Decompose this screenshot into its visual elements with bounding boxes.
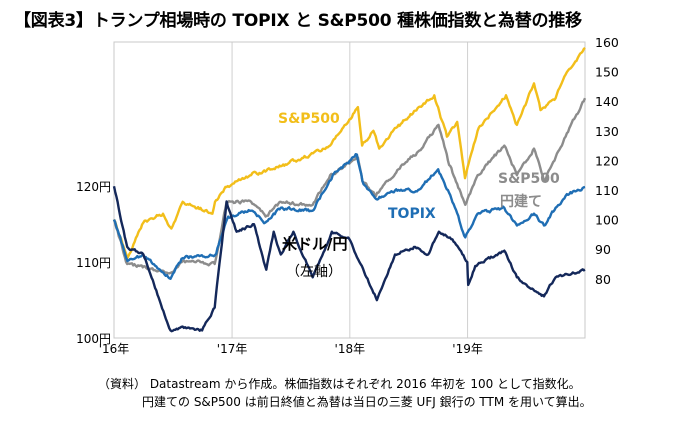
series-label: S&P500 [498, 171, 560, 187]
source-note: （資料） Datastream から作成。株価指数はそれぞれ 2016 年初を … [98, 377, 581, 391]
right-tick-label: 150 [595, 65, 619, 80]
series-label: 円建て [500, 193, 542, 210]
series-line-3 [112, 185, 586, 333]
left-tick-label: 100円 [76, 332, 111, 346]
left-tick-label: 110円 [76, 256, 111, 270]
series-label: 米ドル/円 [282, 235, 347, 253]
series-label: TOPIX [388, 206, 436, 222]
x-tick-label: '19年 [452, 342, 483, 356]
right-tick-label: 80 [595, 272, 611, 287]
chart-title: 【図表3】トランプ相場時の TOPIX と S&P500 種株価指数と為替の推移 [14, 11, 582, 31]
series-line-0 [112, 47, 586, 260]
left-tick-label: 120円 [76, 180, 111, 194]
right-tick-label: 100 [595, 213, 619, 228]
right-tick-label: 140 [595, 94, 619, 109]
right-tick-label: 130 [595, 124, 619, 139]
series-layer [112, 47, 587, 333]
chart-grid [113, 42, 469, 338]
x-axis: '16年 '17年 '18年 '19年 [99, 342, 483, 356]
x-tick-label: '16年 [99, 342, 130, 356]
x-tick-label: '18年 [335, 342, 366, 356]
method-note: 円建ての S&P500 は前日終値と為替は当日の三菱 UFJ 銀行の TTM を… [142, 395, 592, 409]
right-tick-label: 160 [595, 35, 619, 50]
right-axis: 80 90 100 110 120 130 140 150 160 [595, 35, 619, 287]
right-tick-label: 90 [595, 242, 611, 257]
series-line-2 [112, 152, 586, 280]
right-tick-label: 120 [595, 153, 619, 168]
series-label: （左軸） [286, 264, 342, 280]
x-tick-label: '17年 [217, 342, 248, 356]
right-tick-label: 110 [595, 183, 619, 198]
series-label: S&P500 [278, 111, 340, 127]
left-axis: 100円 110円 120円 [76, 180, 111, 346]
